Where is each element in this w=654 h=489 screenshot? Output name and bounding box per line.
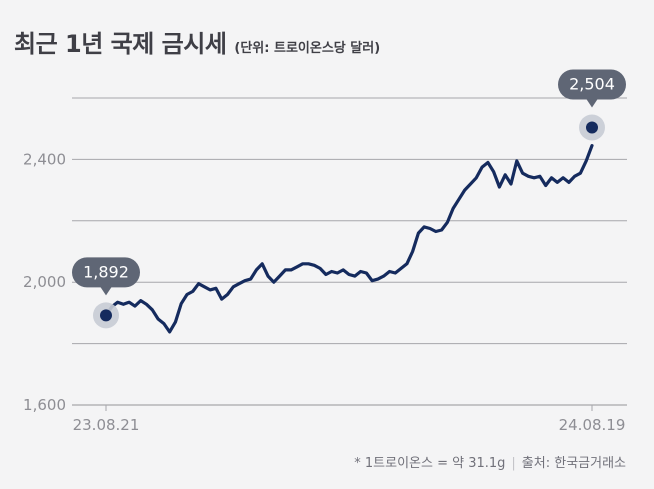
marker-dot (586, 121, 598, 134)
footnote: * 1트로이온스 = 약 31.1g | 출처: 한국금거래소 (354, 452, 626, 471)
unit-label: (단위: 트로이온스당 달러) (234, 41, 381, 56)
y-axis-ticks: 1,600 2,000 2,400 (23, 150, 66, 414)
callout-label: 1,892 (83, 262, 129, 281)
endpoint-markers (93, 114, 605, 329)
y-tick-label: 2,000 (23, 273, 66, 291)
value-callouts: 1,892 2,504 (72, 69, 626, 296)
footnote-separator: | (511, 456, 516, 471)
x-tick-label: 23.08.21 (73, 416, 140, 434)
callout: 2,504 (558, 69, 626, 108)
callout-pointer (100, 286, 112, 296)
callout: 1,892 (72, 257, 140, 296)
x-axis-ticks: 23.08.21 24.08.19 (73, 405, 626, 434)
conversion-note: * 1트로이온스 = 약 31.1g (354, 456, 506, 471)
callout-label: 2,504 (569, 74, 615, 93)
price-line-layer (104, 144, 594, 334)
y-tick-label: 2,400 (23, 150, 66, 168)
callout-pointer (586, 98, 598, 108)
chart-title: 최근 1년 국제 금시세 (14, 30, 227, 58)
price-line (104, 144, 594, 334)
y-tick-label: 1,600 (23, 396, 66, 414)
x-tick-label: 24.08.19 (559, 416, 626, 434)
callout-bubble (558, 69, 626, 100)
callout-bubble (72, 257, 140, 288)
grid-lines (72, 97, 627, 406)
marker-dot (100, 309, 112, 322)
source-note: 출처: 한국금거래소 (521, 456, 626, 471)
